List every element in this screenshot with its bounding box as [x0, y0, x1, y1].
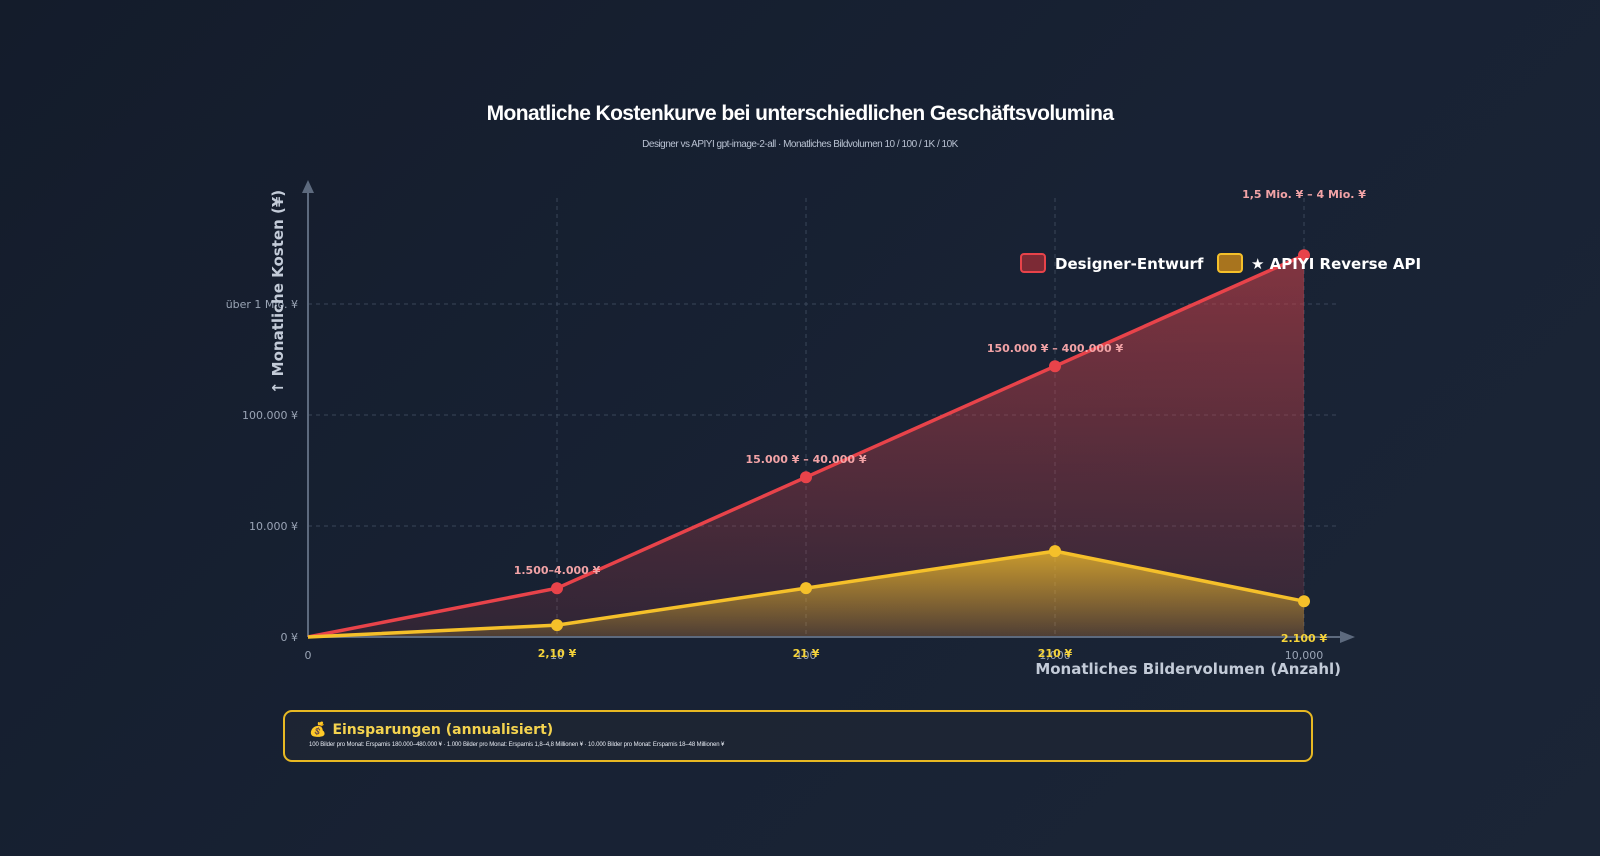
- chart-title: Monatliche Kostenkurve bei unterschiedli…: [487, 102, 1115, 125]
- y-tick-label: 10.000 ¥: [249, 520, 298, 533]
- y-axis-title: ↑ Monatliche Kosten (¥): [269, 190, 287, 394]
- x-tick-label: 10: [550, 649, 564, 662]
- data-point-series-0: [1049, 360, 1061, 373]
- money-bag-icon: 💰: [309, 722, 327, 738]
- data-point-series-1: [1049, 545, 1061, 558]
- data-label-series-1: 2,10 ¥: [538, 647, 577, 660]
- data-point-series-1: [1298, 595, 1310, 608]
- legend-swatch-apiyi: [1217, 253, 1243, 273]
- data-labels: 1.500–4.000 ¥ 15.000 ¥ – 40.000 ¥ 150.000 …: [514, 188, 1367, 660]
- y-tick-label: 0 ¥: [281, 631, 299, 644]
- savings-detail: 100 Bilder pro Monat: Ersparnis 180.000–…: [309, 742, 725, 748]
- data-point-series-1: [551, 619, 563, 632]
- legend-label-apiyi: ★ APIYI Reverse API: [1251, 255, 1421, 273]
- data-label-series-1: 210 ¥: [1038, 647, 1073, 660]
- x-tick-label: 1,000: [1039, 649, 1071, 662]
- y-tick-labels: 0 ¥ 10.000 ¥ 100.000 ¥ über 1 Mio. ¥: [226, 298, 298, 644]
- data-label-series-0: 1,5 Mio. ¥ – 4 Mio. ¥: [1242, 188, 1366, 201]
- data-point-series-0: [551, 582, 563, 595]
- y-axis-arrow-icon: [302, 180, 314, 193]
- data-label-series-0: 1.500–4.000 ¥: [514, 564, 601, 577]
- data-label-series-0: 15.000 ¥ – 40.000 ¥: [745, 453, 866, 466]
- x-tick-label: 0: [305, 649, 312, 662]
- legend-item-apiyi[interactable]: ★ APIYI Reverse API: [1217, 253, 1421, 273]
- series-points: [551, 249, 1310, 632]
- x-axis-title: Monatliches Bildervolumen (Anzahl): [1035, 660, 1341, 678]
- x-tick-label: 10,000: [1285, 649, 1324, 662]
- chart-subtitle: Designer vs APIYI gpt-image-2-all · Mona…: [642, 139, 959, 150]
- data-label-series-1: 21 ¥: [793, 647, 820, 660]
- data-point-series-1: [800, 582, 812, 595]
- legend-swatch-designer: [1020, 253, 1046, 273]
- y-tick-label: 100.000 ¥: [242, 409, 298, 422]
- data-point-series-0: [800, 471, 812, 484]
- data-label-series-0: 150.000 ¥ – 400.000 ¥: [987, 342, 1124, 355]
- savings-box: 💰 Einsparungen (annualisiert) 100 Bilder…: [283, 710, 1313, 762]
- y-tick-label: über 1 Mio. ¥: [226, 298, 298, 311]
- legend-item-designer[interactable]: Designer-Entwurf: [1020, 253, 1204, 273]
- legend: Designer-Entwurf ★ APIYI Reverse API: [1020, 253, 1421, 273]
- x-tick-labels: 0 10 100 1,000 10,000: [305, 649, 1324, 662]
- data-label-series-1: 2.100 ¥: [1281, 632, 1328, 645]
- x-tick-label: 100: [796, 649, 817, 662]
- savings-title: Einsparungen (annualisiert): [332, 722, 554, 738]
- savings-header: 💰 Einsparungen (annualisiert): [309, 722, 1311, 738]
- data-point-series-0: [1298, 249, 1310, 262]
- legend-label-designer: Designer-Entwurf: [1055, 255, 1204, 273]
- area-series-0: [308, 255, 1304, 637]
- x-axis-arrow-icon: [1340, 631, 1355, 643]
- axes: [302, 180, 1355, 643]
